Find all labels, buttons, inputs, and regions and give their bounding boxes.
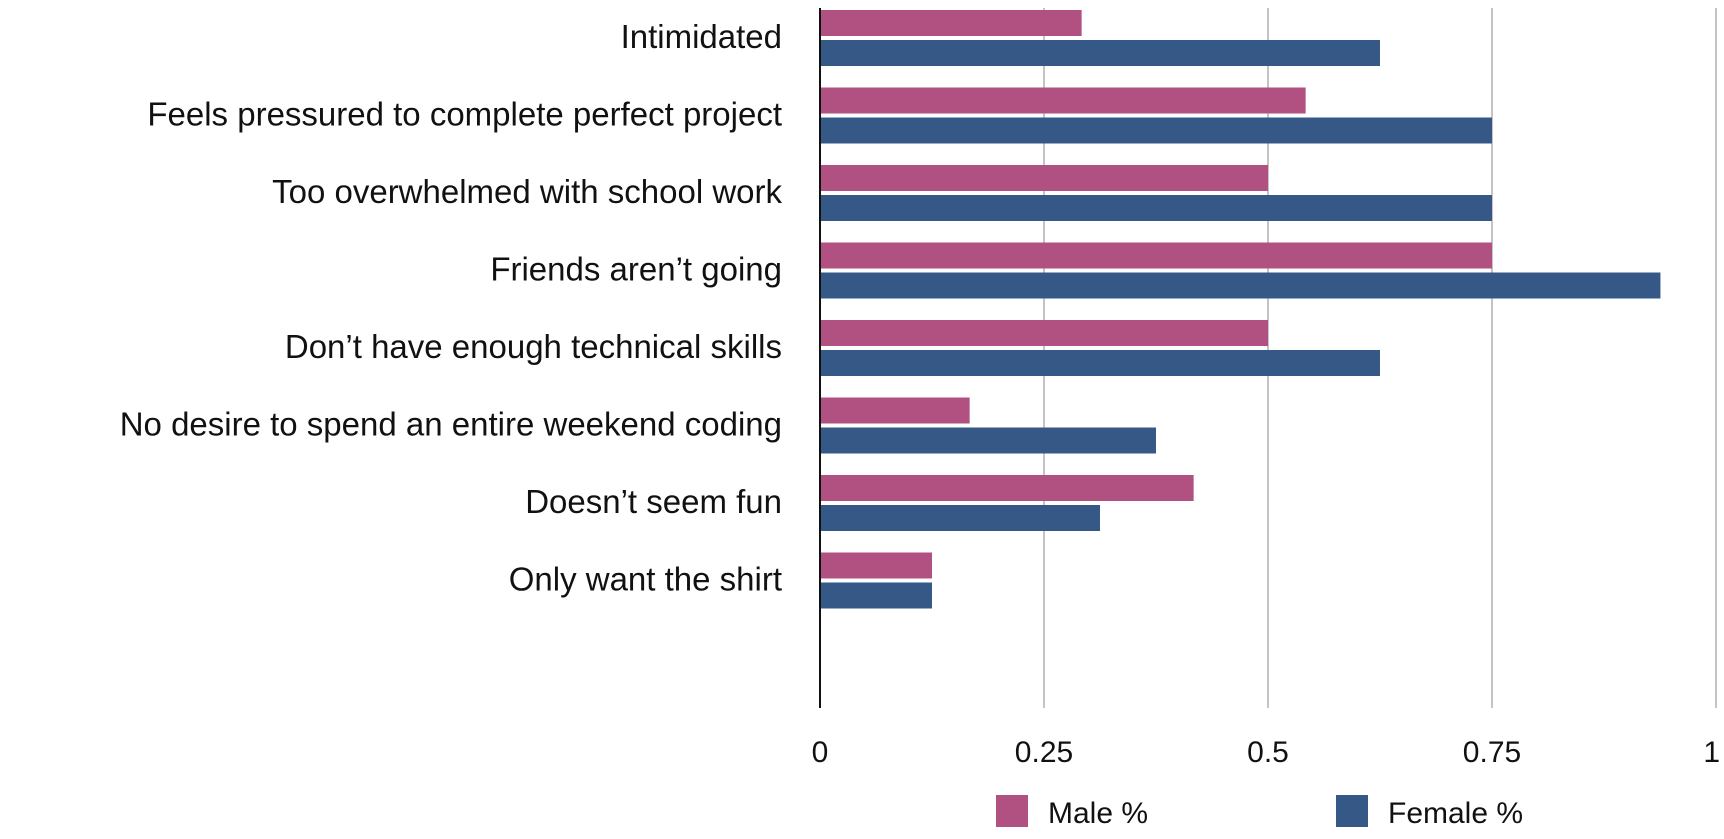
bar-male	[820, 87, 1306, 114]
legend-label-male: Male %	[1048, 797, 1148, 830]
bar-female	[820, 350, 1380, 376]
bar-female	[820, 117, 1492, 144]
bar-male	[820, 552, 932, 579]
legend: Male % Female %	[996, 795, 1523, 830]
bar-male	[820, 165, 1268, 191]
bar-female	[820, 195, 1492, 221]
x-tick-label: 0	[812, 736, 829, 769]
category-label: Intimidated	[621, 18, 782, 55]
category-label: Too overwhelmed with school work	[272, 173, 782, 210]
bar-female	[820, 427, 1156, 454]
bar-female	[820, 40, 1380, 66]
x-tick-label: 0.75	[1463, 736, 1521, 769]
bar-male	[820, 397, 970, 424]
x-tick-label: 0.25	[1015, 736, 1073, 769]
legend-label-female: Female %	[1388, 797, 1523, 830]
category-label: Doesn’t seem fun	[525, 483, 782, 520]
x-tick-labels: 0 0.25 0.5 0.75 1	[812, 736, 1720, 769]
x-tick-label: 0.5	[1247, 736, 1289, 769]
bar-male	[820, 320, 1268, 346]
category-label: Don’t have enough technical skills	[285, 328, 782, 365]
bar-female	[820, 505, 1100, 531]
legend-swatch-female	[1336, 795, 1368, 827]
category-labels: Intimidated Feels pressured to complete p…	[120, 18, 783, 598]
x-tick-label: 1	[1703, 736, 1720, 769]
bars	[820, 10, 1661, 609]
bar-male	[820, 10, 1082, 36]
category-label: Only want the shirt	[509, 561, 782, 598]
bar-female	[820, 582, 932, 609]
bar-female	[820, 272, 1661, 299]
category-label: Feels pressured to complete perfect proj…	[147, 96, 782, 133]
bar-male	[820, 242, 1492, 269]
bar-male	[820, 475, 1194, 501]
category-label: No desire to spend an entire weekend cod…	[120, 406, 782, 443]
legend-swatch-male	[996, 795, 1028, 827]
category-label: Friends aren’t going	[490, 251, 782, 288]
